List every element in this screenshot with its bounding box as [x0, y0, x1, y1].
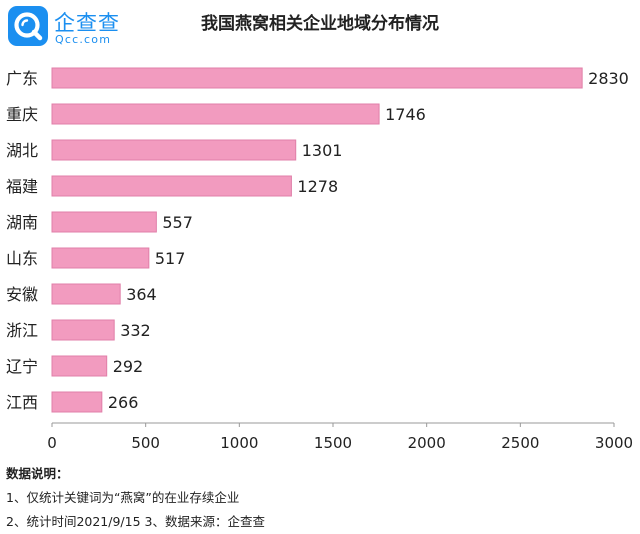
value-label-5: 557 — [162, 213, 193, 232]
chart-title: 我国燕窝相关企业地域分布情况 — [201, 14, 439, 34]
x-tick-label-1: 0 — [47, 434, 57, 452]
value-label-4: 1278 — [297, 177, 338, 196]
notes-line-2: 2、统计时间2021/9/15 3、数据来源：企查查 — [6, 514, 265, 529]
bar-5 — [51, 211, 157, 233]
category-label-1: 广东 — [6, 69, 38, 88]
value-label-6: 517 — [155, 249, 186, 268]
x-tick-label-2: 500 — [131, 434, 160, 452]
category-label-7: 安徽 — [6, 285, 38, 304]
x-tick-label-5: 2000 — [408, 434, 446, 452]
bar-3 — [51, 139, 297, 161]
value-label-8: 332 — [120, 321, 151, 340]
value-label-9: 292 — [113, 357, 144, 376]
category-label-4: 福建 — [6, 177, 38, 196]
bar-chart: 广东 2830 重庆 1746 湖北 1301 福建 1278 湖南 557 山东 517 安徽 364 浙… — [6, 67, 633, 452]
bar-10 — [51, 391, 103, 413]
logo-domain: Qcc.com — [55, 33, 112, 46]
bar-4 — [51, 175, 292, 197]
logo-brand: 企查查 — [54, 11, 120, 35]
qcc-magnifier-logo-icon — [8, 6, 48, 46]
value-label-2: 1746 — [385, 105, 426, 124]
value-label-3: 1301 — [302, 141, 343, 160]
x-tick-label-6: 2500 — [501, 434, 539, 452]
value-label-10: 266 — [108, 393, 139, 412]
category-label-9: 辽宁 — [6, 357, 38, 376]
value-label-1: 2830 — [588, 69, 629, 88]
bar-6 — [51, 247, 150, 269]
qcc-logo: 企查查 Qcc.com — [8, 6, 140, 48]
category-label-2: 重庆 — [6, 105, 38, 124]
data-notes: 数据说明： 1、仅统计关键词为“燕窝”的在业存续企业 2、统计时间2021/9/… — [6, 462, 265, 534]
category-label-3: 湖北 — [6, 141, 38, 160]
x-tick-label-3: 1000 — [220, 434, 258, 452]
notes-line-1: 1、仅统计关键词为“燕窝”的在业存续企业 — [6, 490, 240, 505]
bar-2 — [51, 103, 380, 125]
x-tick-label-4: 1500 — [314, 434, 352, 452]
x-tick-label-7: 3000 — [595, 434, 633, 452]
value-label-7: 364 — [126, 285, 157, 304]
notes-heading: 数据说明： — [6, 466, 69, 481]
category-label-10: 江西 — [6, 393, 38, 412]
bar-9 — [51, 355, 108, 377]
bar-8 — [51, 319, 115, 341]
category-label-8: 浙江 — [6, 321, 38, 340]
bar-7 — [51, 283, 121, 305]
category-label-5: 湖南 — [6, 213, 38, 232]
category-label-6: 山东 — [6, 249, 38, 268]
bar-1 — [51, 67, 583, 89]
